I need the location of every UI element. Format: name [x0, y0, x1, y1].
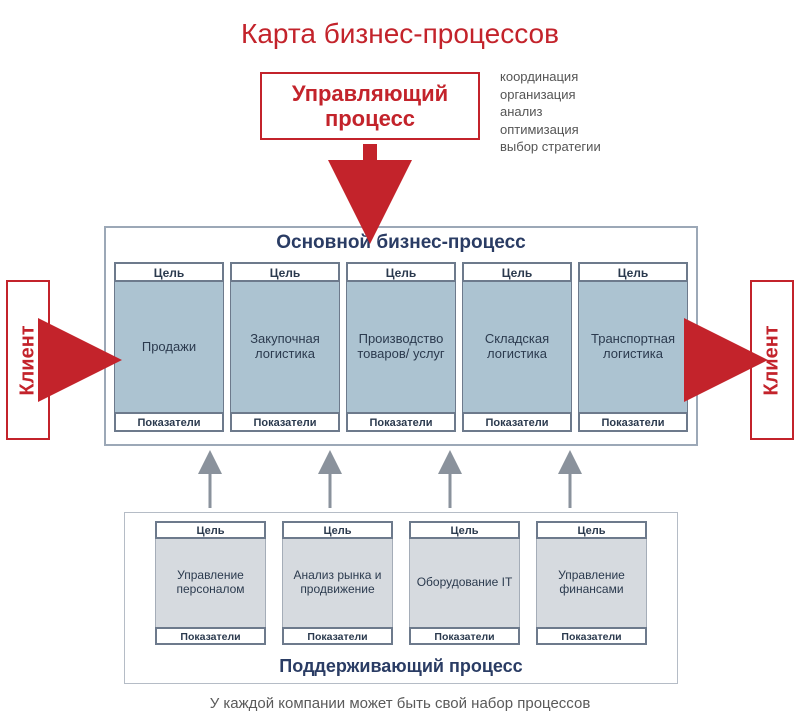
- sup-item-label: Анализ рынка и продвижение: [283, 539, 392, 627]
- sup-col: Цель Управление персоналом Показатели: [155, 521, 266, 645]
- goal-tab: Цель: [114, 262, 224, 282]
- goal-tab: Цель: [230, 262, 340, 282]
- core-col: Цель Продажи Показатели: [114, 262, 224, 432]
- core-col: Цель Складская логистика Показатели: [462, 262, 572, 432]
- governing-note: выбор стратегии: [500, 138, 601, 156]
- metrics-tab: Показатели: [114, 412, 224, 432]
- sup-item-label: Управление персоналом: [156, 539, 265, 627]
- sup-col: Цель Оборудование IT Показатели: [409, 521, 520, 645]
- metrics-tab: Показатели: [155, 627, 266, 645]
- goal-tab: Цель: [409, 521, 520, 539]
- core-item-label: Закупочная логистика: [231, 282, 339, 412]
- goal-tab: Цель: [536, 521, 647, 539]
- core-col: Цель Транспортная логистика Показатели: [578, 262, 688, 432]
- metrics-tab: Показатели: [462, 412, 572, 432]
- sup-item-label: Управление финансами: [537, 539, 646, 627]
- metrics-tab: Показатели: [409, 627, 520, 645]
- goal-tab: Цель: [346, 262, 456, 282]
- goal-tab: Цель: [282, 521, 393, 539]
- metrics-tab: Показатели: [536, 627, 647, 645]
- metrics-tab: Показатели: [346, 412, 456, 432]
- core-col: Цель Производство товаров/ услуг Показат…: [346, 262, 456, 432]
- core-process-title: Основной бизнес-процесс: [106, 232, 696, 254]
- supporting-process-title: Поддерживающий процесс: [125, 656, 677, 677]
- client-left-box: Клиент: [6, 280, 50, 440]
- client-right-box: Клиент: [750, 280, 794, 440]
- supporting-row: Цель Управление персоналом Показатели Це…: [155, 521, 647, 645]
- governing-note: анализ: [500, 103, 601, 121]
- supporting-process-container: Цель Управление персоналом Показатели Це…: [124, 512, 678, 684]
- governing-process-box: Управляющий процесс: [260, 72, 480, 140]
- governing-note: оптимизация: [500, 121, 601, 139]
- sup-col: Цель Анализ рынка и продвижение Показате…: [282, 521, 393, 645]
- sup-col: Цель Управление финансами Показатели: [536, 521, 647, 645]
- core-process-container: Основной бизнес-процесс Цель Продажи Пок…: [104, 226, 698, 446]
- governing-process-label: Управляющий процесс: [262, 81, 478, 132]
- core-item-label: Транспортная логистика: [579, 282, 687, 412]
- governing-note: организация: [500, 86, 601, 104]
- metrics-tab: Показатели: [282, 627, 393, 645]
- goal-tab: Цель: [462, 262, 572, 282]
- goal-tab: Цель: [155, 521, 266, 539]
- core-item-label: Складская логистика: [463, 282, 571, 412]
- core-item-label: Производство товаров/ услуг: [347, 282, 455, 412]
- metrics-tab: Показатели: [578, 412, 688, 432]
- sup-item-label: Оборудование IT: [410, 539, 519, 627]
- client-left-label: Клиент: [17, 325, 40, 395]
- goal-tab: Цель: [578, 262, 688, 282]
- governing-notes: координация организация анализ оптимизац…: [500, 68, 601, 156]
- metrics-tab: Показатели: [230, 412, 340, 432]
- governing-note: координация: [500, 68, 601, 86]
- diagram-title: Карта бизнес-процессов: [0, 18, 800, 50]
- core-col: Цель Закупочная логистика Показатели: [230, 262, 340, 432]
- client-right-label: Клиент: [761, 325, 784, 395]
- core-process-row: Цель Продажи Показатели Цель Закупочная …: [114, 262, 688, 432]
- core-item-label: Продажи: [115, 282, 223, 412]
- footnote-text: У каждой компании может быть свой набор …: [0, 695, 800, 712]
